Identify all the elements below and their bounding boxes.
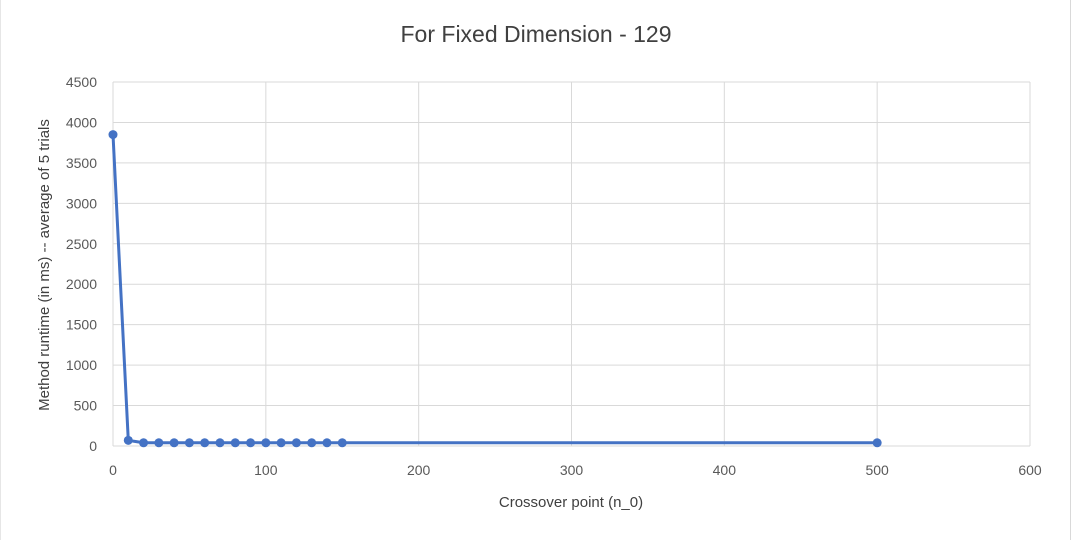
- data-point-0: [108, 130, 118, 140]
- x-tick-label: 200: [407, 462, 431, 478]
- x-tick-label: 300: [560, 462, 584, 478]
- data-point-8: [230, 438, 240, 448]
- data-point-4: [169, 438, 179, 448]
- y-tick-label: 1000: [66, 357, 97, 373]
- data-point-15: [337, 438, 347, 448]
- y-tick-label: 1500: [66, 317, 97, 333]
- series-layer: [108, 130, 882, 448]
- y-tick-label: 3000: [66, 195, 97, 211]
- x-tick-label: 100: [254, 462, 278, 478]
- data-point-13: [307, 438, 317, 448]
- data-point-12: [291, 438, 301, 448]
- y-tick-label: 4000: [66, 114, 97, 130]
- data-point-11: [276, 438, 286, 448]
- y-tick-label: 2500: [66, 236, 97, 252]
- x-tick-label: 400: [713, 462, 737, 478]
- y-axis-title: Method runtime (in ms) -- average of 5 t…: [36, 119, 53, 411]
- data-point-1: [123, 435, 133, 445]
- x-tick-label: 600: [1018, 462, 1042, 478]
- data-point-10: [261, 438, 271, 448]
- y-tick-label: 4500: [66, 74, 97, 90]
- chart-frame-left-edge: [0, 0, 1, 540]
- y-tick-label: 2000: [66, 276, 97, 292]
- data-point-16: [872, 438, 882, 448]
- y-tick-label: 3500: [66, 155, 97, 171]
- chart-frame-right-edge: [1070, 0, 1071, 540]
- y-tick-label: 500: [74, 398, 98, 414]
- data-point-3: [154, 438, 164, 448]
- data-point-9: [246, 438, 256, 448]
- x-tick-label: 0: [109, 462, 117, 478]
- data-point-14: [322, 438, 332, 448]
- chart-title: For Fixed Dimension - 129: [401, 21, 672, 47]
- data-point-5: [184, 438, 194, 448]
- x-tick-label: 500: [865, 462, 889, 478]
- data-point-2: [139, 438, 149, 448]
- axis-tick-labels: 0 500 1000 1500 2000 2500 3000 3500 4000 4500 0 100…: [66, 74, 1042, 478]
- data-point-6: [200, 438, 210, 448]
- y-tick-label: 0: [89, 438, 97, 454]
- series-line-0: [111, 133, 879, 445]
- gridlines: [112, 81, 1031, 447]
- data-point-7: [215, 438, 225, 448]
- x-axis-title: Crossover point (n_0): [499, 494, 643, 511]
